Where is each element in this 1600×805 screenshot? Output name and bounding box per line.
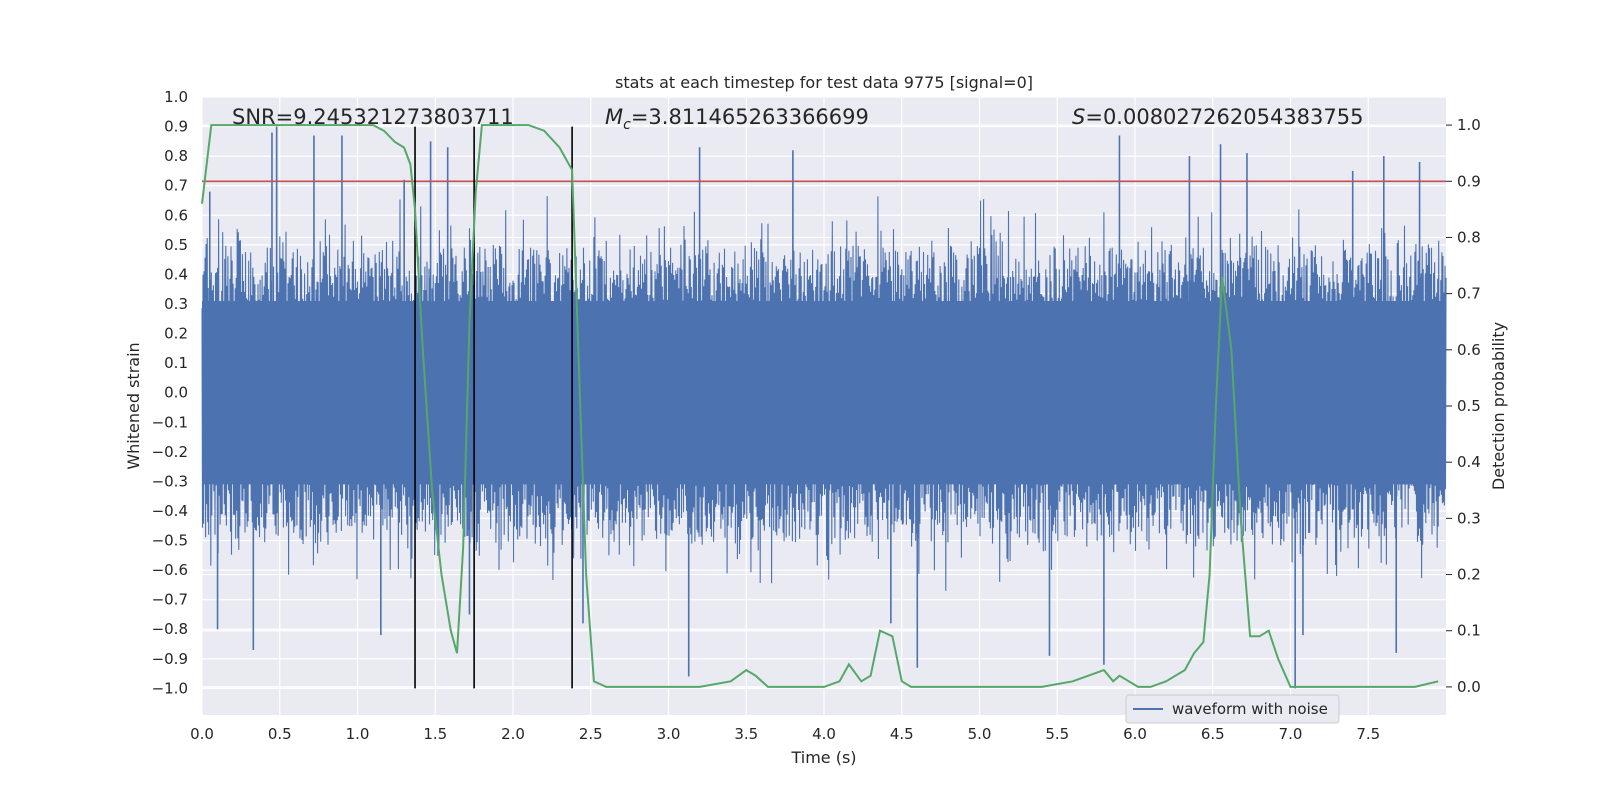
waveform-line bbox=[201, 196, 1447, 591]
s-stat: S=0.008027262054383755 bbox=[1072, 105, 1363, 129]
legend-box bbox=[1125, 694, 1340, 724]
x-tick-label: 7.5 bbox=[1356, 725, 1380, 743]
y-tick-label: −0.7 bbox=[152, 591, 188, 609]
x-tick-label: 2.5 bbox=[579, 725, 603, 743]
x-tick-label: 0.5 bbox=[268, 725, 292, 743]
y-tick-label: 0.7 bbox=[164, 177, 188, 195]
y-tick-label: 0.8 bbox=[164, 147, 188, 165]
s-value: =0.008027262054383755 bbox=[1085, 105, 1363, 129]
x-tick-label: 0.0 bbox=[190, 725, 214, 743]
chart-title: stats at each timestep for test data 977… bbox=[615, 73, 1033, 92]
chirp-mass-value: =3.811465263366699 bbox=[631, 105, 869, 129]
x-tick-label: 2.0 bbox=[501, 725, 525, 743]
y2-axis-label: Detection probability bbox=[1489, 322, 1508, 490]
chirp-mass-symbol: M bbox=[605, 105, 623, 129]
y-tick-label: −0.8 bbox=[152, 620, 188, 638]
chirp-mass-subscript: c bbox=[623, 117, 631, 133]
chirp-mass-stat: Mc=3.811465263366699 bbox=[605, 105, 869, 133]
y-tick-label: 0.2 bbox=[164, 325, 188, 343]
y2-tick-label: 0.7 bbox=[1457, 285, 1481, 303]
y-tick-label: 0.6 bbox=[164, 206, 188, 224]
y-tick-label: 1.0 bbox=[164, 88, 188, 106]
y2-tick-label: 0.8 bbox=[1457, 228, 1481, 246]
x-tick-label: 5.5 bbox=[1045, 725, 1069, 743]
y-tick-label: −0.4 bbox=[152, 502, 188, 520]
y2-tick-label: 0.9 bbox=[1457, 172, 1481, 190]
y-tick-label: 0.3 bbox=[164, 295, 188, 313]
y-tick-label: −0.3 bbox=[152, 472, 188, 490]
x-tick-label: 6.0 bbox=[1123, 725, 1147, 743]
y-tick-label: −0.1 bbox=[152, 413, 188, 431]
y-axis-label: Whitened strain bbox=[124, 342, 143, 469]
x-axis-label: Time (s) bbox=[790, 748, 856, 767]
y2-tick-label: 0.1 bbox=[1457, 622, 1481, 640]
s-symbol: S bbox=[1072, 105, 1085, 129]
y2-tick-label: 0.2 bbox=[1457, 566, 1481, 584]
waveform-dense-band bbox=[202, 301, 1446, 485]
axis-ticks: 0.0 0.5 1.0 1.5 2.0 2.5 3.0 3.5 4.0 4.5 5.0 5.5 6.0 6… bbox=[152, 88, 1481, 743]
y-tick-label: 0.1 bbox=[164, 354, 188, 372]
y2-tick-label: 0.3 bbox=[1457, 509, 1481, 527]
x-tick-label: 5.0 bbox=[968, 725, 992, 743]
y2-tick-label: 0.0 bbox=[1457, 678, 1481, 696]
x-tick-label: 1.5 bbox=[423, 725, 447, 743]
y-tick-label: 0.5 bbox=[164, 236, 188, 254]
legend: waveform with noise bbox=[1125, 694, 1340, 724]
y2-tick-label: 0.5 bbox=[1457, 397, 1481, 415]
x-tick-label: 4.0 bbox=[812, 725, 836, 743]
legend-label-waveform: waveform with noise bbox=[1172, 700, 1328, 718]
y-tick-label: −0.6 bbox=[152, 561, 188, 579]
probability-series bbox=[201, 124, 1439, 688]
y2-tick-label: 1.0 bbox=[1457, 116, 1481, 134]
snr-stat: SNR=9.245321273803711 bbox=[232, 105, 514, 129]
y-tick-label: 0.0 bbox=[164, 384, 188, 402]
waveform-series bbox=[201, 126, 1447, 689]
y-tick-label: 0.4 bbox=[164, 265, 188, 283]
y2-tick-label: 0.6 bbox=[1457, 341, 1481, 359]
y-tick-label: 0.9 bbox=[164, 118, 188, 136]
detection-probability-line bbox=[201, 124, 1439, 688]
y-tick-label: −0.5 bbox=[152, 532, 188, 550]
y2-tick-label: 0.4 bbox=[1457, 453, 1481, 471]
x-tick-label: 1.0 bbox=[346, 725, 370, 743]
x-tick-label: 3.5 bbox=[734, 725, 758, 743]
y-tick-label: −1.0 bbox=[152, 679, 188, 697]
y-tick-label: −0.2 bbox=[152, 443, 188, 461]
y-tick-label: −0.9 bbox=[152, 650, 188, 668]
x-tick-label: 7.0 bbox=[1279, 725, 1303, 743]
x-tick-label: 6.5 bbox=[1201, 725, 1225, 743]
x-tick-label: 4.5 bbox=[890, 725, 914, 743]
x-tick-label: 3.0 bbox=[657, 725, 681, 743]
